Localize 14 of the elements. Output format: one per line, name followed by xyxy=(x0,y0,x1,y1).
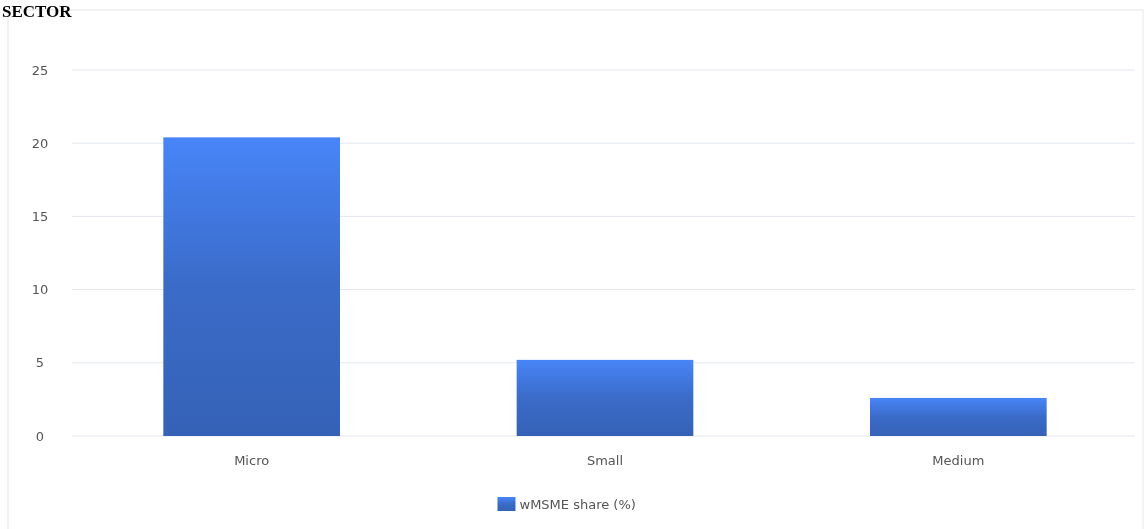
bar xyxy=(163,137,340,436)
y-tick-label: 20 xyxy=(31,135,49,151)
legend-label: wMSME share (%) xyxy=(519,496,636,512)
x-tick-label: Medium xyxy=(932,453,985,468)
chart-title: SECTOR xyxy=(2,2,73,21)
bar xyxy=(870,397,1047,436)
x-tick-label: Small xyxy=(586,453,624,468)
y-tick-label: 0 xyxy=(35,428,45,444)
y-tick-label: 15 xyxy=(31,208,49,224)
y-tick-label: 5 xyxy=(35,355,45,371)
bar xyxy=(516,359,694,436)
y-tick-label: 25 xyxy=(31,62,49,78)
x-tick-label: Micro xyxy=(234,453,270,468)
y-tick-label: 10 xyxy=(31,282,49,298)
